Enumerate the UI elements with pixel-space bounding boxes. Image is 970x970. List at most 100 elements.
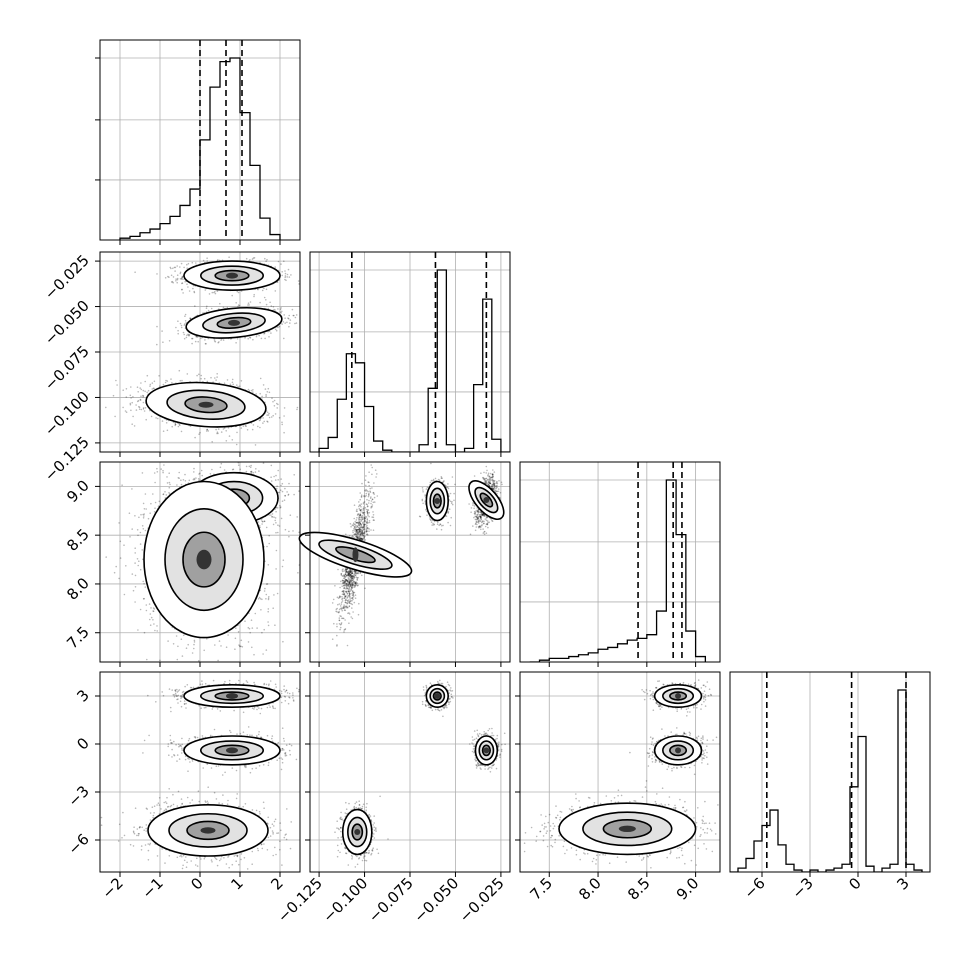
scatter-point [181, 275, 184, 278]
scatter-point [162, 430, 165, 433]
scatter-point [130, 409, 132, 412]
scatter-point [167, 275, 169, 278]
scatter-point [271, 513, 274, 515]
scatter-point [183, 324, 186, 326]
scatter-point [161, 330, 163, 332]
scatter-point [286, 276, 289, 278]
scatter-point [290, 274, 292, 276]
scatter-point [320, 299, 322, 301]
scatter-point [263, 333, 265, 335]
scatter-point [208, 293, 211, 295]
scatter-point [188, 333, 191, 336]
scatter-point [145, 418, 147, 421]
scatter-point [287, 494, 290, 496]
scatter-point [283, 415, 285, 417]
scatter-point [240, 380, 243, 382]
scatter-point [294, 316, 297, 319]
scatter-point [291, 308, 294, 311]
scatter-point [219, 466, 222, 469]
scatter-point [215, 379, 217, 381]
scatter-point [262, 422, 264, 424]
scatter-point [279, 507, 282, 509]
scatter-point [187, 334, 190, 336]
scatter-point [130, 386, 132, 388]
scatter-point [217, 341, 219, 344]
histogram-step [529, 479, 707, 662]
scatter-point [146, 391, 148, 394]
scatter-point [254, 444, 257, 446]
scatter-point [252, 391, 254, 393]
scatter-point [281, 421, 283, 424]
scatter-point [198, 433, 200, 436]
scatter-point [237, 291, 240, 294]
scatter-point [296, 406, 299, 409]
scatter-point [235, 302, 237, 304]
scatter-point [138, 408, 141, 411]
scatter-point [252, 471, 254, 474]
scatter-point [162, 341, 164, 344]
scatter-point [198, 373, 200, 376]
scatter-point [164, 381, 167, 384]
scatter-point [181, 288, 183, 291]
scatter-point [174, 424, 176, 427]
scatter-point [225, 430, 227, 432]
scatter-point [205, 343, 207, 345]
scatter-point [191, 337, 194, 340]
scatter-point [275, 522, 277, 524]
scatter-point [165, 379, 167, 382]
scatter-point [189, 317, 192, 320]
scatter-point [286, 321, 288, 324]
scatter-point [199, 431, 201, 434]
scatter-point [277, 403, 279, 406]
scatter-point [196, 336, 199, 338]
histogram-step [730, 689, 923, 872]
scatter-point [235, 443, 238, 446]
scatter-point [270, 480, 273, 482]
scatter-point [179, 424, 181, 427]
y-tick-label: −0.100 [41, 388, 93, 440]
scatter-point [259, 392, 262, 395]
scatter-point [281, 274, 284, 277]
scatter-point [125, 396, 128, 398]
scatter-point [263, 420, 266, 423]
scatter-point [264, 337, 266, 340]
scatter-point [151, 388, 153, 390]
scatter-point [294, 322, 296, 325]
scatter-point [288, 314, 291, 317]
scatter-point [257, 425, 259, 428]
scatter-point [177, 477, 180, 479]
density-core [226, 272, 238, 279]
scatter-point [175, 278, 177, 280]
scatter-point [252, 424, 255, 426]
scatter-point [274, 266, 277, 268]
scatter-point [149, 385, 151, 387]
scatter-point [229, 383, 232, 386]
scatter-point [172, 281, 174, 284]
scatter-point [194, 340, 197, 343]
scatter-point [193, 291, 196, 294]
scatter-point [274, 519, 277, 522]
scatter-point [184, 280, 186, 283]
scatter-point [267, 307, 270, 310]
scatter-point [265, 303, 268, 306]
scatter-point [206, 257, 208, 260]
scatter-point [191, 261, 194, 264]
scatter-point [236, 290, 239, 293]
scatter-point [283, 407, 286, 409]
scatter-point [247, 388, 250, 391]
scatter-point [265, 395, 267, 398]
scatter-point [261, 520, 264, 523]
scatter-point [289, 514, 292, 516]
scatter-point [162, 383, 165, 386]
scatter-point [268, 391, 271, 394]
scatter-point [223, 469, 226, 471]
scatter-point [180, 278, 183, 280]
scatter-point [181, 282, 184, 284]
scatter-point [216, 432, 218, 435]
scatter-point [261, 289, 264, 292]
scatter-point [211, 291, 214, 294]
scatter-point [249, 301, 252, 303]
scatter-point [197, 478, 200, 480]
scatter-point [220, 339, 222, 341]
scatter-point [231, 381, 234, 384]
